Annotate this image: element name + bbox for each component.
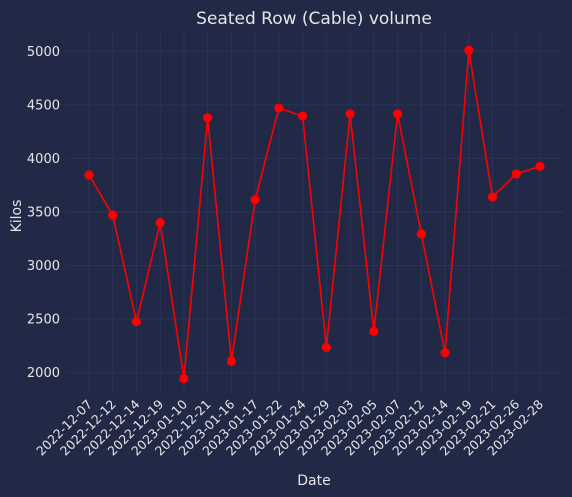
data-point	[345, 109, 355, 119]
data-point	[416, 229, 426, 239]
y-tick-label: 2000	[27, 366, 60, 381]
y-tick-label: 4000	[27, 152, 60, 167]
data-point	[131, 317, 142, 327]
data-point	[226, 356, 237, 366]
y-tick-label: 2500	[27, 313, 60, 328]
y-tick-label: 5000	[27, 45, 60, 60]
data-point	[203, 113, 213, 123]
data-point	[440, 348, 450, 358]
y-tick-label: 3500	[27, 205, 60, 220]
y-tick-label: 4500	[27, 98, 60, 113]
series-line	[88, 49, 541, 380]
data-point	[250, 195, 260, 205]
plot-area	[66, 32, 564, 394]
grid	[66, 32, 564, 394]
x-axis-label: Date	[297, 473, 330, 489]
data-point	[321, 342, 331, 353]
data-point	[155, 218, 165, 228]
data-point	[274, 103, 284, 113]
data-point	[84, 170, 94, 180]
data-point	[464, 45, 474, 55]
data-point	[369, 326, 379, 336]
y-axis-label: Kilos	[9, 200, 25, 233]
data-point	[487, 192, 498, 202]
y-tick-label: 3000	[27, 259, 60, 274]
data-point	[108, 210, 118, 220]
chart-title: Seated Row (Cable) volume	[196, 9, 432, 29]
y-tick-labels: 2000 2500 3000 3500 4000 4500 5000	[27, 45, 60, 381]
data-point	[511, 169, 521, 179]
x-tick-labels: 2022-12-072022-12-122022-12-142022-12-19…	[33, 396, 546, 458]
data-point	[179, 373, 189, 384]
data-point	[535, 161, 545, 172]
series	[84, 45, 545, 384]
data-point	[392, 109, 403, 119]
data-point	[298, 111, 308, 121]
